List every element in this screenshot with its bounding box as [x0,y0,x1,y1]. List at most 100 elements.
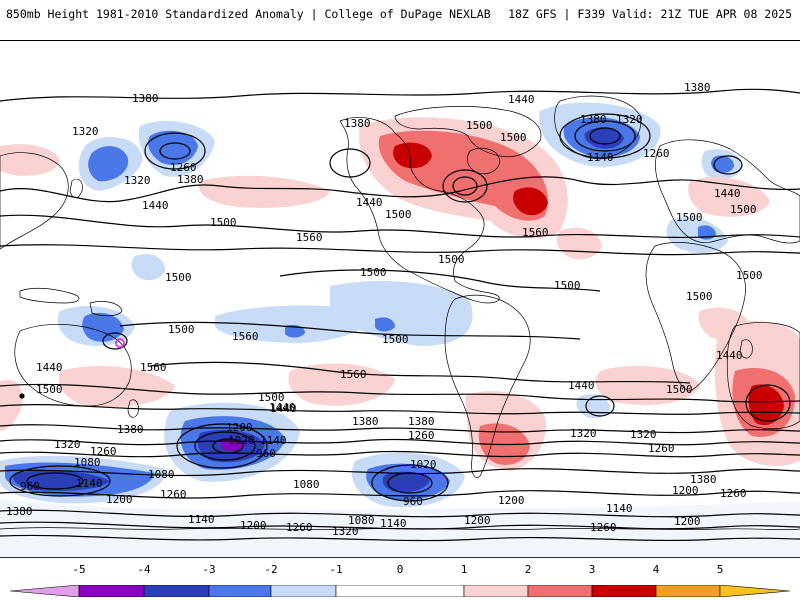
contour-low-south-1-c [212,438,244,454]
contour-label: 960 [403,495,423,508]
contour-label: 1560 [340,368,367,381]
contour-label: 1380 [177,173,204,186]
contour-label: 1080 [74,456,101,469]
contour-label: 1260 [160,488,187,501]
contour-label: 1500 [165,271,192,284]
colorbar-tick-labels: -5 -4 -3 -2 -1 0 1 2 3 4 5 [0,563,800,581]
contour-label: 1260 [643,147,670,160]
contour-label: 1500 [676,211,703,224]
contour-label: 1320 [332,525,359,538]
contour-label: 1500 [500,131,527,144]
colorbar-swatch-pos1 [463,585,529,597]
neg-anomaly-asia [666,217,728,253]
colorbar-swatch-pos5 [719,585,790,597]
contour-label: 1020 [410,458,437,471]
low-center-australia-west [19,393,25,399]
contour-label: 1440 [142,199,169,212]
contour-label: 1320 [616,113,643,126]
coast-new-zealand [127,399,139,418]
contour-1560-north [0,244,800,256]
contour-label: 1380 [684,81,711,94]
contour-label: 1140 [260,434,287,447]
contour-label: 1380 [580,113,607,126]
contour-label: 1260 [90,445,117,458]
colorbar-swatch-pos2 [527,585,593,597]
contour-label: 1500 [466,119,493,132]
colorbar-swatch-pos3 [591,585,657,597]
coast-indonesia [19,288,80,304]
neg-anomaly-south-ocean-2-core [382,471,430,493]
neg-anomaly-ne-canada-center [584,127,624,149]
contour-label: 960 [256,447,276,460]
contour-low-south-1-a [176,423,268,469]
coast-canada-arctic [394,106,542,158]
contour-label: 1440 [568,379,595,392]
contour-label: 1200 [672,484,699,497]
contour-1500-north [0,214,800,239]
contour-1380-south [0,424,800,434]
colorbar-tick: 5 [716,563,724,576]
contour-label: 1380 [117,423,144,436]
colorbar-tick: 2 [524,563,532,576]
contour-1380-north [0,88,800,102]
colorbar-swatch-neg2 [208,585,272,597]
contour-label: 1440 [714,187,741,200]
contour-label: 1500 [36,383,63,396]
contour-1260-far-south [0,521,800,530]
contour-low-canada-b [574,120,636,152]
pos-anomaly-east-canada [513,187,548,216]
contour-label: 960 [20,480,40,493]
colorbar-tick: -4 [137,563,151,576]
contour-label: 1500 [210,216,237,229]
neg-anomaly-hawaii [131,254,165,281]
contour-label: 1140 [380,517,407,530]
colorbar-swatch-neg4 [78,585,145,597]
contour-label: 1560 [140,361,167,374]
contour-low-south-2-b [387,472,433,494]
contour-label: 1320 [54,438,81,451]
contour-label: 1440 [269,401,296,414]
contour-label: 1500 [686,290,713,303]
coast-australia [14,324,132,407]
contour-low-south-3-a [9,465,111,497]
contour-label: 1080 [293,478,320,491]
neg-anomaly-brazil [330,281,473,346]
contour-label: 1440 [508,93,535,106]
contour-label: 1140 [606,502,633,515]
contour-label: 1500 [360,266,387,279]
contour-low-south-1-b [194,431,256,461]
contour-label: 1380 [352,415,379,428]
contour-label: 1260 [286,521,313,534]
coast-australia-east-repeat [726,322,800,430]
contour-label: 1380 [408,415,435,428]
contour-label: 1440 [270,402,297,415]
contour-label: 1080 [148,468,175,481]
coast-asia-east [0,152,69,250]
coast-europe [655,139,800,244]
contour-low-indian [585,395,615,417]
pos-anomaly-south-pacific-2 [58,366,175,408]
model-run-info: 18Z GFS | F339 Valid: 21Z TUE APR 08 202… [508,7,792,21]
contour-label: 1500 [382,333,409,346]
contour-low-scandinavia [713,155,743,175]
contour-1500-equator-a [279,269,601,292]
contour-1260-south [0,450,800,458]
contour-label: 1500 [438,253,465,266]
contour-1200-far-south [0,509,800,518]
coast-japan [69,178,83,199]
neg-anomaly-brazil-core [375,317,395,332]
contour-1440-south [0,403,800,415]
contour-label: 1560 [522,226,549,239]
pos-anomaly-central-pacific [198,175,330,208]
neg-anomaly-nw-pacific-core [88,146,129,182]
contour-label: 1320 [570,427,597,440]
contour-label: 1320 [630,428,657,441]
contour-label: 1440 [356,196,383,209]
contour-low-us-a [442,169,488,203]
neg-anomaly-trop-atlantic [215,305,372,343]
contour-label: 1380 [6,505,33,518]
contour-label: 1500 [736,269,763,282]
contour-label: 1500 [666,383,693,396]
colorbar-swatch-neg5 [10,585,80,597]
low-center-south-pacific [115,338,125,348]
